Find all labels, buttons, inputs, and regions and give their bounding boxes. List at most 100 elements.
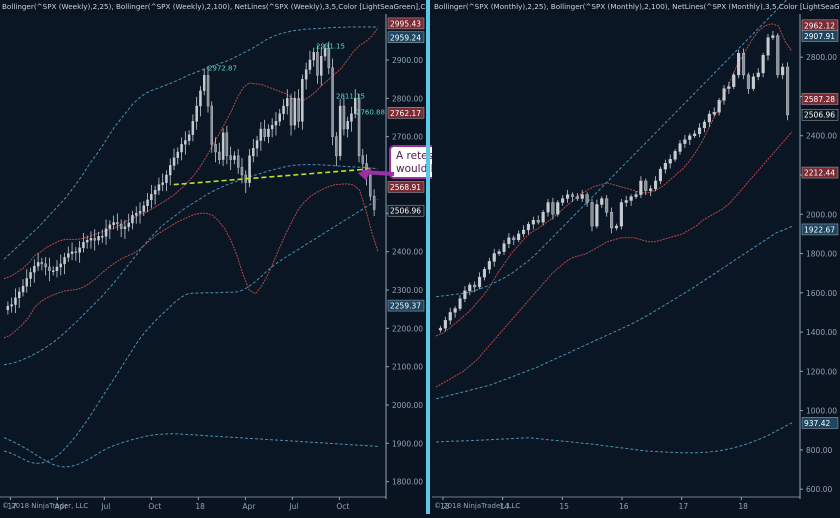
candle-body bbox=[157, 184, 161, 191]
plot-area[interactable] bbox=[432, 14, 800, 497]
candle-body bbox=[649, 188, 653, 191]
y-tick-label: 2400.00 bbox=[392, 248, 423, 257]
candle-body bbox=[751, 76, 755, 89]
bollinger-outer-upper bbox=[3, 26, 378, 260]
netline-label: 2760.88 bbox=[356, 108, 385, 116]
candle-body bbox=[70, 251, 74, 254]
candle-body bbox=[458, 298, 462, 309]
price-tag bbox=[387, 181, 425, 193]
candle-body bbox=[354, 98, 357, 114]
bollinger-outer-upper bbox=[435, 0, 788, 298]
weekly-chart-panel[interactable]: Bollinger(^SPX (Weekly),2,25), Bollinger… bbox=[0, 2, 491, 511]
candle-body bbox=[614, 225, 618, 229]
candle-body bbox=[639, 180, 643, 195]
candle-body bbox=[293, 98, 297, 126]
candle-body bbox=[304, 69, 308, 80]
candle-body bbox=[335, 136, 338, 157]
y-tick-label: 2300.00 bbox=[392, 286, 423, 295]
candle-body bbox=[233, 155, 236, 160]
candle-body bbox=[727, 86, 731, 89]
candle-body bbox=[361, 155, 365, 164]
plot-area[interactable] bbox=[0, 14, 386, 497]
candle-body bbox=[202, 75, 206, 91]
candle-body bbox=[104, 228, 108, 237]
candle-body bbox=[463, 290, 467, 299]
candle-body bbox=[468, 284, 472, 292]
x-tick-label: Jul bbox=[100, 502, 110, 511]
candle-body bbox=[146, 199, 149, 206]
candle-body bbox=[44, 263, 47, 268]
candle-body bbox=[172, 157, 176, 166]
price-tag bbox=[387, 204, 425, 217]
candle-body bbox=[308, 59, 312, 70]
candle-body bbox=[161, 182, 164, 185]
candle-body bbox=[536, 219, 540, 223]
bollinger-inner-lower bbox=[3, 183, 379, 339]
y-tick-label: 1800.00 bbox=[392, 478, 423, 487]
candle-body bbox=[138, 211, 142, 214]
candle-body bbox=[698, 127, 702, 135]
candle-body bbox=[605, 198, 609, 213]
candle-body bbox=[761, 55, 765, 74]
price-tag-label: 2568.91 bbox=[390, 183, 421, 192]
candle-body bbox=[286, 98, 289, 107]
candle-body bbox=[176, 151, 179, 159]
candle-body bbox=[48, 266, 51, 271]
candle-body bbox=[10, 304, 13, 307]
x-tick-label: 15 bbox=[559, 502, 569, 511]
panel-divider[interactable] bbox=[426, 0, 430, 514]
y-tick-label: 2200.00 bbox=[392, 324, 423, 333]
candle-body bbox=[746, 74, 750, 89]
candle-body bbox=[369, 174, 372, 197]
candle-body bbox=[443, 320, 447, 329]
candle-body bbox=[55, 266, 59, 271]
candle-body bbox=[742, 53, 746, 76]
price-tag bbox=[801, 93, 839, 105]
x-tick-label: 18 bbox=[195, 502, 205, 511]
x-tick-label: Oct bbox=[148, 502, 161, 511]
candle-body bbox=[150, 193, 153, 201]
candle-body bbox=[492, 253, 496, 262]
candle-body bbox=[229, 155, 232, 160]
candle-body bbox=[97, 236, 100, 241]
candle-body bbox=[259, 128, 263, 141]
y-tick-label: 2000.00 bbox=[806, 210, 837, 219]
candle-body bbox=[342, 105, 346, 130]
support-trendline[interactable] bbox=[173, 168, 371, 186]
candle-body bbox=[323, 48, 327, 57]
y-tick-label: 2400.00 bbox=[806, 132, 837, 141]
candle-body bbox=[448, 312, 452, 321]
candle-body bbox=[473, 284, 477, 288]
y-tick-label: 1600.00 bbox=[806, 289, 837, 298]
candle-body bbox=[78, 247, 81, 253]
candle-body bbox=[512, 237, 516, 241]
bollinger-inner-upper bbox=[3, 27, 379, 279]
candle-body bbox=[127, 222, 130, 227]
price-tag-label: 1922.67 bbox=[804, 225, 835, 234]
x-tick-label: 14 bbox=[500, 502, 510, 511]
netline-label: 2811.15 bbox=[336, 92, 365, 100]
copyright-text: © 2018 NinjaTrader, LLC bbox=[2, 502, 88, 510]
candle-body bbox=[67, 253, 70, 258]
x-tick-label: Oct bbox=[336, 502, 349, 511]
candle-body bbox=[210, 105, 213, 145]
y-tick-label: 2900.00 bbox=[392, 56, 423, 65]
candle-body bbox=[297, 98, 300, 122]
candle-body bbox=[25, 278, 29, 287]
candle-body bbox=[546, 202, 550, 213]
candle-body bbox=[63, 257, 66, 265]
candle-body bbox=[218, 151, 221, 160]
candle-body bbox=[771, 35, 775, 38]
bollinger-outer-lower-2 bbox=[435, 422, 793, 454]
candle-body bbox=[225, 132, 229, 157]
candle-body bbox=[184, 140, 187, 145]
price-tag bbox=[801, 109, 839, 121]
copyright-text: © 2018 NinjaTrader, LLC bbox=[434, 502, 520, 510]
candle-body bbox=[165, 174, 168, 183]
candle-body bbox=[191, 121, 195, 135]
chart-header: Bollinger(^SPX (Monthly),2,25), Bollinge… bbox=[434, 2, 840, 11]
monthly-chart-panel[interactable]: Bollinger(^SPX (Monthly),2,25), Bollinge… bbox=[432, 0, 840, 511]
price-tag-label: 937.42 bbox=[804, 419, 830, 428]
x-tick-label: 17 bbox=[7, 502, 17, 511]
